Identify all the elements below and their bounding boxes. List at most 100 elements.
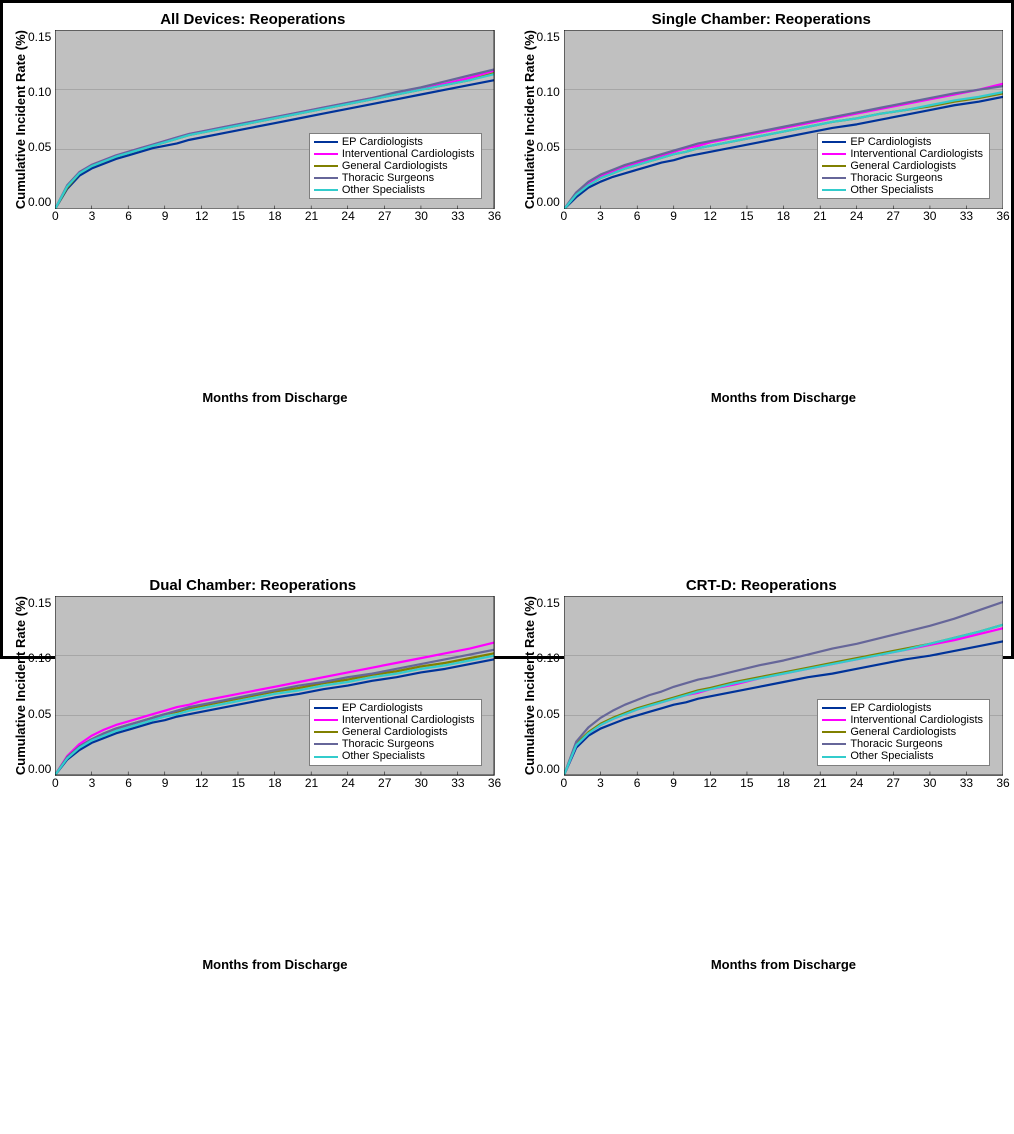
x-tick-label: 24 xyxy=(341,776,354,790)
x-axis-label: Months from Discharge xyxy=(564,957,1003,1134)
x-tick-label: 33 xyxy=(451,776,464,790)
x-tick-label: 3 xyxy=(89,209,96,223)
x-tick-label: 24 xyxy=(850,776,863,790)
y-tick-label: 0.10 xyxy=(537,651,560,665)
plot-area: EP CardiologistsInterventional Cardiolog… xyxy=(55,596,494,775)
x-axis-label: Months from Discharge xyxy=(55,957,494,1134)
x-tick-label: 9 xyxy=(162,776,169,790)
panel-title: All Devices: Reoperations xyxy=(11,11,495,28)
y-tick-label: 0.00 xyxy=(28,762,51,776)
x-tick-label: 18 xyxy=(268,776,281,790)
x-tick-label: 3 xyxy=(597,209,604,223)
plot-row: Cumulative Incident Rate (%)0.150.100.05… xyxy=(11,30,495,209)
plot-row: Cumulative Incident Rate (%)0.150.100.05… xyxy=(11,596,495,775)
x-tick-label: 30 xyxy=(415,776,428,790)
x-tick-label: 15 xyxy=(740,209,753,223)
x-ticks: 0369121518212427303336 xyxy=(55,776,494,792)
x-tick-label: 33 xyxy=(960,209,973,223)
x-tick-label: 24 xyxy=(850,209,863,223)
panel-crtd: CRT-D: Reoperations Cumulative Incident R… xyxy=(520,577,1004,1133)
y-axis-label: Cumulative Incident Rate (%) xyxy=(11,596,28,775)
x-tick-label: 6 xyxy=(634,776,641,790)
plot-area: EP CardiologistsInterventional Cardiolog… xyxy=(55,30,494,209)
chart-svg xyxy=(564,30,1003,209)
y-axis-label: Cumulative Incident Rate (%) xyxy=(11,30,28,209)
panel-title: Dual Chamber: Reoperations xyxy=(11,577,495,594)
x-tick-label: 12 xyxy=(195,776,208,790)
y-tick-label: 0.15 xyxy=(537,30,560,44)
y-tick-label: 0.15 xyxy=(28,30,51,44)
x-tick-label: 18 xyxy=(777,776,790,790)
y-tick-label: 0.10 xyxy=(28,85,51,99)
x-tick-label: 18 xyxy=(777,209,790,223)
x-tick-label: 0 xyxy=(561,209,568,223)
y-tick-label: 0.15 xyxy=(28,596,51,610)
x-tick-label: 12 xyxy=(195,209,208,223)
x-tick-label: 21 xyxy=(305,209,318,223)
y-tick-label: 0.00 xyxy=(537,762,560,776)
x-tick-label: 27 xyxy=(887,776,900,790)
y-tick-label: 0.15 xyxy=(537,596,560,610)
x-tick-label: 12 xyxy=(704,776,717,790)
y-tick-label: 0.05 xyxy=(537,140,560,154)
x-tick-label: 27 xyxy=(887,209,900,223)
x-tick-label: 30 xyxy=(415,209,428,223)
plot-right-col: EP CardiologistsInterventional Cardiolog… xyxy=(564,30,1003,209)
chart-svg xyxy=(55,30,494,209)
x-ticks-wrap: Cumulative Incident Rate (%)0.1503691215… xyxy=(11,209,495,388)
x-tick-label: 30 xyxy=(923,209,936,223)
x-tick-label: 21 xyxy=(813,776,826,790)
x-tick-label: 0 xyxy=(52,776,59,790)
x-tick-label: 33 xyxy=(960,776,973,790)
x-tick-label: 3 xyxy=(89,776,96,790)
plot-area: EP CardiologistsInterventional Cardiolog… xyxy=(564,30,1003,209)
x-tick-label: 6 xyxy=(125,776,132,790)
x-label-wrap: Cumulative Incident Rate (%)0.15Months f… xyxy=(11,955,495,1134)
chart-svg xyxy=(564,596,1003,775)
x-tick-label: 36 xyxy=(996,209,1009,223)
plot-right-col: EP CardiologistsInterventional Cardiolog… xyxy=(564,596,1003,775)
x-tick-label: 30 xyxy=(923,776,936,790)
x-tick-label: 15 xyxy=(232,209,245,223)
x-ticks-wrap: Cumulative Incident Rate (%)0.1503691215… xyxy=(11,776,495,955)
plot-row: Cumulative Incident Rate (%)0.15 0.10 0.05… xyxy=(520,596,1004,775)
x-tick-label: 0 xyxy=(561,776,568,790)
plot-background xyxy=(564,30,1003,209)
x-tick-label: 24 xyxy=(341,209,354,223)
y-tick-label: 0.05 xyxy=(537,707,560,721)
x-tick-label: 12 xyxy=(704,209,717,223)
panel-dual: Dual Chamber: Reoperations Cumulative Inc… xyxy=(11,577,495,1133)
y-tick-label: 0.00 xyxy=(28,195,51,209)
x-tick-label: 21 xyxy=(305,776,318,790)
x-tick-label: 27 xyxy=(378,209,391,223)
x-tick-label: 18 xyxy=(268,209,281,223)
y-ticks: 0.150.100.050.00 xyxy=(28,30,55,209)
x-label-wrap: Cumulative Incident Rate (%)0.15Months f… xyxy=(520,388,1004,567)
y-ticks: 0.15 0.10 0.05 0.00 xyxy=(537,596,564,775)
plot-right-col: EP CardiologistsInterventional Cardiolog… xyxy=(55,30,494,209)
figure-frame: All Devices: Reoperations Cumulative Inci… xyxy=(0,0,1014,659)
x-tick-label: 9 xyxy=(162,209,169,223)
panel-all: All Devices: Reoperations Cumulative Inci… xyxy=(11,11,495,567)
x-tick-label: 9 xyxy=(670,209,677,223)
x-ticks: 0369121518212427303336 xyxy=(564,776,1003,792)
x-tick-label: 36 xyxy=(996,776,1009,790)
x-axis-label: Months from Discharge xyxy=(55,390,494,567)
x-ticks-wrap: Cumulative Incident Rate (%)0.1503691215… xyxy=(520,776,1004,955)
panel-title: Single Chamber: Reoperations xyxy=(520,11,1004,28)
y-tick-label: 0.05 xyxy=(28,707,51,721)
chart-svg xyxy=(55,596,494,775)
plot-row: Cumulative Incident Rate (%)0.15 0.10 0.05… xyxy=(520,30,1004,209)
x-tick-label: 6 xyxy=(125,209,132,223)
panel-title: CRT-D: Reoperations xyxy=(520,577,1004,594)
plot-background xyxy=(55,596,494,775)
x-tick-label: 0 xyxy=(52,209,59,223)
plot-right-col: EP CardiologistsInterventional Cardiolog… xyxy=(55,596,494,775)
x-tick-label: 33 xyxy=(451,209,464,223)
y-axis-label: Cumulative Incident Rate (%) xyxy=(520,596,537,775)
x-tick-label: 27 xyxy=(378,776,391,790)
y-tick-label: 0.10 xyxy=(537,85,560,99)
x-label-wrap: Cumulative Incident Rate (%)0.15Months f… xyxy=(11,388,495,567)
panel-single: Single Chamber: Reoperations Cumulative I… xyxy=(520,11,1004,567)
y-axis-label: Cumulative Incident Rate (%) xyxy=(520,30,537,209)
